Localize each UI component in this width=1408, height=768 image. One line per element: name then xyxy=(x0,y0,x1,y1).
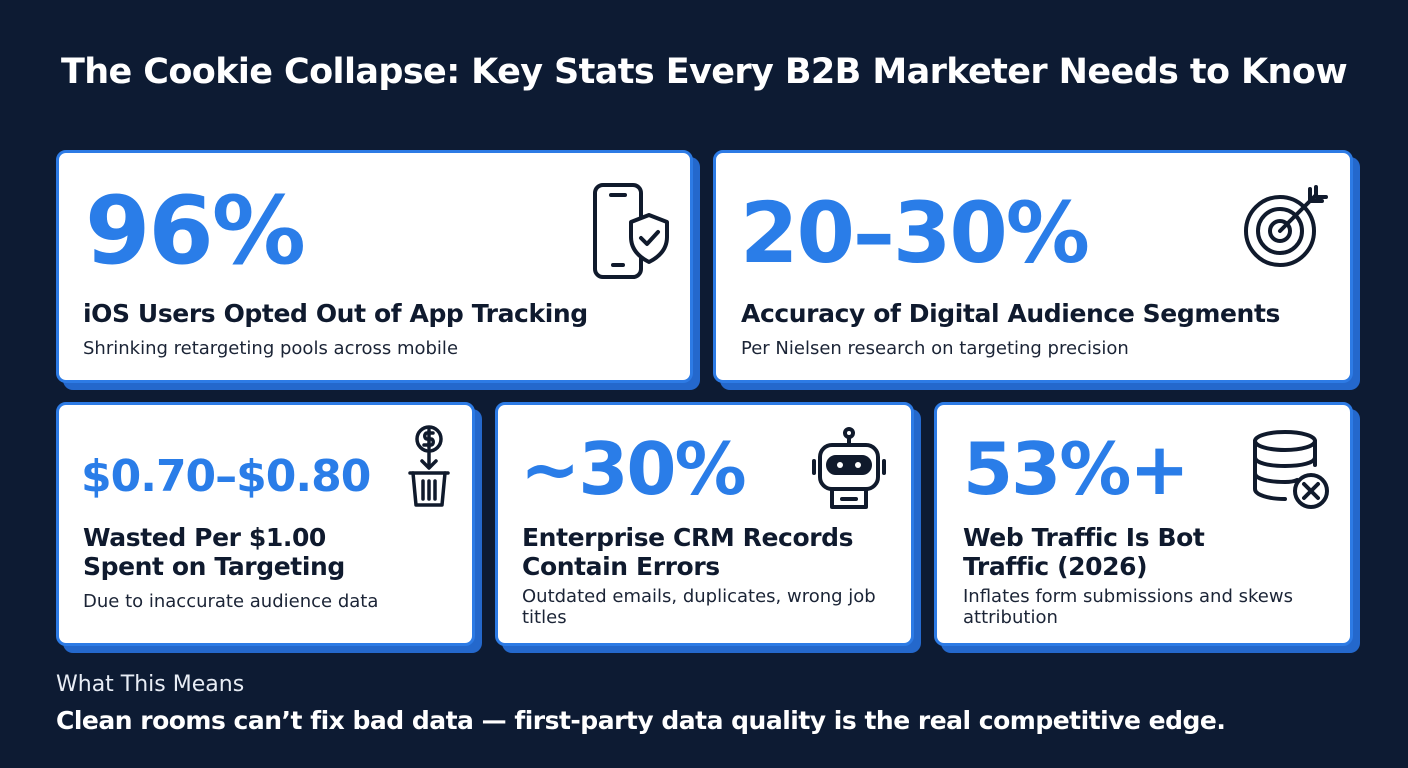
what-this-means-text: Clean rooms can’t fix bad data — first-p… xyxy=(56,706,1226,735)
stat-card-ios-tracking: 96% iOS Users Opted Out of App Tracking … xyxy=(56,150,693,383)
stat-value: 96% xyxy=(85,177,306,286)
money-trash-icon xyxy=(404,423,454,513)
stat-subtext: Outdated emails, duplicates, wrong job t… xyxy=(522,586,876,628)
page-title: The Cookie Collapse: Key Stats Every B2B… xyxy=(60,52,1348,92)
stat-headline: Web Traffic Is Bot Traffic (2026) xyxy=(963,523,1205,581)
stat-card-crm-errors: ~30% Enterprise CRM Records Contain Erro… xyxy=(495,402,914,646)
stat-card-audience-accuracy: 20–30% Accuracy of Digital Audience Segm… xyxy=(713,150,1353,383)
stat-headline: Wasted Per $1.00 Spent on Targeting xyxy=(83,523,345,581)
database-error-icon xyxy=(1251,429,1333,513)
stat-headline: Enterprise CRM Records Contain Errors xyxy=(522,523,854,581)
robot-icon xyxy=(808,427,890,513)
target-arrow-icon xyxy=(1240,183,1330,273)
what-this-means-label: What This Means xyxy=(56,672,245,697)
stat-headline: Accuracy of Digital Audience Segments xyxy=(741,299,1280,328)
stat-value: 53%+ xyxy=(963,427,1190,511)
stat-subtext: Due to inaccurate audience data xyxy=(83,591,379,612)
stat-headline: iOS Users Opted Out of App Tracking xyxy=(83,299,588,328)
stat-subtext: Per Nielsen research on targeting precis… xyxy=(741,338,1129,359)
stat-card-wasted-spend: $0.70–$0.80 Wasted Per $1.00 Spent on Ta… xyxy=(56,402,475,646)
stat-value: ~30% xyxy=(520,427,747,511)
phone-shield-check-icon xyxy=(591,181,675,281)
stat-value: 20–30% xyxy=(740,184,1090,282)
stat-value: $0.70–$0.80 xyxy=(81,451,371,502)
stat-subtext: Inflates form submissions and skews attr… xyxy=(963,586,1293,628)
stat-card-bot-traffic: 53%+ Web Traffic Is Bot Traffic (2026) I… xyxy=(934,402,1353,646)
stat-subtext: Shrinking retargeting pools across mobil… xyxy=(83,338,459,359)
